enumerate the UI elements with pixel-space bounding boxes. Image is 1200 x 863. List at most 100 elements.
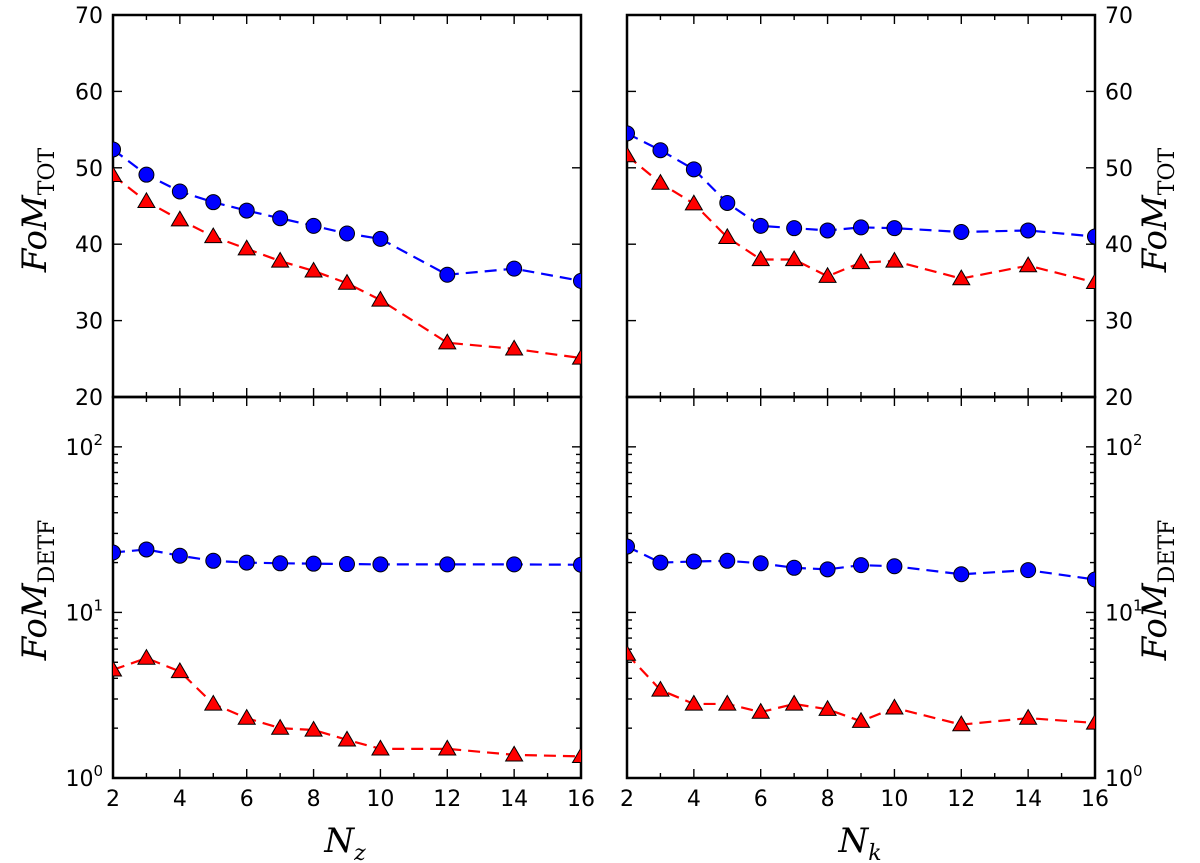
data-point-circle [1020, 222, 1037, 239]
x-tick-label: 12 [947, 787, 975, 812]
data-point-triangle [784, 694, 804, 711]
data-point-triangle [437, 739, 457, 756]
data-point-circle [439, 556, 456, 573]
data-point-circle [752, 217, 769, 234]
data-point-triangle [851, 253, 871, 270]
x-tick-label: 2 [106, 787, 120, 812]
series-group [113, 141, 581, 365]
data-point-circle [1087, 571, 1095, 588]
data-point-triangle [170, 210, 190, 227]
y-tick-label: 60 [75, 80, 103, 105]
data-point-circle [238, 554, 255, 571]
data-point-circle [272, 210, 289, 227]
series-line-triangle [627, 154, 1095, 284]
data-point-triangle [203, 694, 223, 711]
y-tick-label: 70 [75, 4, 103, 29]
data-point-triangle [717, 227, 737, 244]
data-point-circle [506, 260, 523, 277]
data-point-circle [305, 555, 322, 572]
x-tick-label: 10 [880, 787, 908, 812]
data-point-triangle [337, 730, 357, 747]
x-tick-label: 6 [754, 787, 768, 812]
series-line-triangle [113, 174, 581, 360]
data-point-circle [886, 558, 903, 575]
data-point-triangle [627, 146, 637, 163]
y-axis-label-bottom-left: FoMDETF [15, 520, 60, 662]
data-point-triangle [304, 261, 323, 278]
data-point-triangle [304, 720, 323, 737]
panel-bottom-left: 2 4 6 8 10 12 14 16 100 101 102 [65, 395, 595, 812]
x-tick-label: 8 [821, 787, 835, 812]
data-point-circle [627, 125, 635, 142]
data-point-circle [786, 220, 803, 237]
data-point-circle [573, 272, 581, 289]
data-point-circle [205, 552, 222, 569]
data-point-circle [819, 561, 836, 578]
data-point-triangle [571, 348, 581, 365]
y-tick-label: 50 [75, 157, 103, 182]
data-point-triangle [137, 648, 156, 665]
data-point-circle [573, 556, 581, 573]
data-point-triangle [203, 227, 223, 244]
data-point-triangle [137, 191, 156, 209]
data-point-triangle [371, 739, 390, 756]
x-tick-label: 4 [687, 787, 701, 812]
series-line-circle [627, 132, 1095, 238]
x-tick-label: 10 [366, 787, 394, 812]
data-point-circle [113, 544, 121, 561]
data-point-triangle [651, 680, 670, 697]
data-point-circle [953, 566, 970, 583]
series-group [113, 541, 581, 764]
y-axis-label-top-left: FoMTOT [15, 147, 60, 273]
data-point-circle [652, 554, 669, 571]
y-tick-label: 102 [1105, 431, 1143, 461]
y-tick-label: 40 [75, 233, 103, 258]
y-tick-label: 20 [1105, 386, 1133, 411]
data-point-circle [627, 538, 635, 555]
data-point-triangle [885, 698, 904, 715]
data-point-triangle [651, 173, 670, 190]
x-axis-label-left: Nz [323, 821, 366, 863]
data-point-circle [113, 141, 121, 158]
data-point-triangle [851, 711, 871, 728]
data-point-circle [719, 552, 736, 569]
series-line-triangle [113, 656, 581, 758]
y-tick-label: 100 [1105, 762, 1143, 792]
data-point-triangle [270, 718, 290, 735]
panel-top-left: 20 30 40 50 60 70 [75, 4, 583, 411]
data-point-triangle [751, 249, 771, 267]
y-axis-label-top-right: FoMTOT [1135, 147, 1180, 273]
y-tick-label: 101 [65, 596, 103, 626]
data-point-triangle [784, 249, 804, 267]
data-point-triangle [885, 251, 904, 268]
data-point-triangle [1018, 708, 1038, 725]
data-point-triangle [684, 694, 704, 711]
series-line-triangle [627, 653, 1095, 726]
data-point-triangle [571, 746, 581, 764]
data-point-circle [305, 217, 322, 234]
data-point-triangle [951, 269, 971, 286]
data-point-triangle [684, 194, 704, 211]
y-tick-label: 60 [1105, 80, 1133, 105]
data-point-triangle [113, 165, 123, 183]
x-tick-label: 2 [620, 787, 634, 812]
data-point-circle [685, 161, 702, 178]
data-point-triangle [751, 702, 771, 719]
series-group [627, 125, 1095, 290]
x-tick-label: 14 [500, 787, 528, 812]
data-point-circle [819, 222, 836, 239]
y-tick-label: 102 [65, 431, 103, 461]
data-point-triangle [371, 290, 390, 307]
x-axis-label-right: Nk [837, 821, 881, 863]
x-tick-label: 16 [1081, 787, 1109, 812]
plot-frame [111, 13, 583, 399]
data-point-circle [652, 142, 669, 159]
data-point-triangle [951, 715, 971, 732]
data-point-circle [138, 166, 155, 183]
data-point-circle [1020, 562, 1037, 579]
y-tick-label: 30 [1105, 310, 1133, 335]
data-point-circle [786, 559, 803, 576]
data-point-circle [886, 220, 903, 237]
